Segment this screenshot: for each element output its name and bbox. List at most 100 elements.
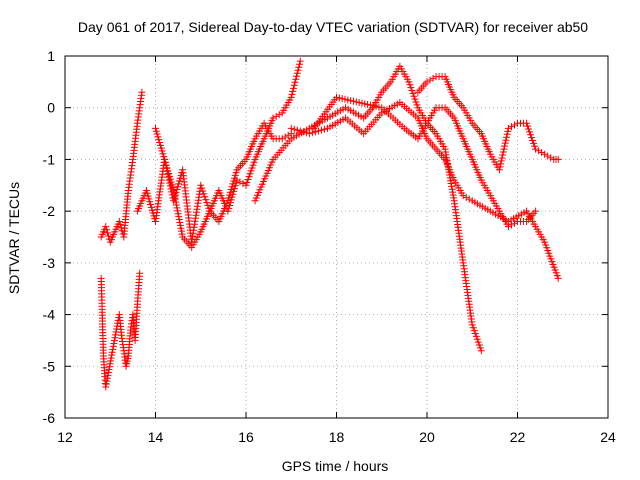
data-point-interp bbox=[105, 366, 113, 374]
data-point-interp bbox=[475, 341, 483, 349]
data-point-interp bbox=[171, 192, 179, 200]
data-point bbox=[138, 88, 146, 96]
data-point-interp bbox=[473, 335, 481, 343]
y-tick-label: -3 bbox=[43, 255, 56, 271]
data-point bbox=[459, 192, 467, 200]
y-tick-label: -1 bbox=[43, 151, 56, 167]
data-point-interp bbox=[295, 63, 303, 71]
data-point-interp bbox=[104, 232, 112, 240]
data-point-interp bbox=[198, 184, 206, 192]
x-tick-label: 14 bbox=[148, 429, 164, 445]
data-point-interp bbox=[293, 72, 301, 80]
data-point-interp bbox=[429, 74, 437, 82]
data-point-interp bbox=[531, 142, 539, 150]
data-point-interp bbox=[178, 227, 186, 235]
data-point-interp bbox=[510, 219, 518, 227]
y-axis-label: SDTVAR / TECUs bbox=[6, 182, 22, 294]
axis-ticks: 12 14 16 18 20 22 24 -6 -5 -4 -3 -2 -1 0 1 bbox=[43, 48, 616, 445]
data-point bbox=[541, 150, 549, 158]
data-point-interp bbox=[246, 170, 254, 178]
data-point-interp bbox=[174, 210, 182, 218]
data-point bbox=[554, 155, 562, 163]
data-point bbox=[242, 181, 250, 189]
x-tick-label: 20 bbox=[419, 429, 435, 445]
y-tick-label: -2 bbox=[43, 203, 56, 219]
data-point-interp bbox=[469, 324, 477, 332]
data-point-interp bbox=[175, 216, 183, 224]
data-point-interp bbox=[448, 182, 456, 190]
data-point-interp bbox=[302, 129, 310, 137]
series-segment-e bbox=[251, 62, 485, 355]
data-point-interp bbox=[502, 136, 510, 144]
data-point bbox=[287, 124, 295, 132]
data-point-interp bbox=[510, 121, 518, 129]
data-point-interp bbox=[442, 148, 450, 156]
data-point-interp bbox=[110, 337, 118, 345]
data-point-interp bbox=[104, 229, 112, 237]
x-tick-label: 18 bbox=[329, 429, 345, 445]
y-tick-label: -5 bbox=[43, 358, 56, 374]
y-tick-label: 1 bbox=[47, 48, 55, 64]
series-segment-h bbox=[414, 73, 562, 174]
data-point bbox=[405, 78, 413, 86]
data-point bbox=[197, 181, 205, 189]
data-point-interp bbox=[290, 84, 298, 92]
data-point-interp bbox=[471, 330, 479, 338]
data-point-interp bbox=[529, 136, 537, 144]
data-point-interp bbox=[503, 130, 511, 138]
data-point-interp bbox=[117, 224, 125, 232]
data-point-interp bbox=[110, 340, 118, 348]
data-point-interp bbox=[501, 139, 509, 147]
x-tick-label: 24 bbox=[600, 429, 616, 445]
data-point-interp bbox=[178, 230, 186, 238]
data-point-interp bbox=[426, 76, 434, 84]
data-point-interp bbox=[103, 377, 111, 385]
chart-title: Day 061 of 2017, Sidereal Day-to-day VTE… bbox=[78, 19, 588, 35]
data-point-interp bbox=[201, 193, 209, 201]
data-point-interp bbox=[109, 342, 117, 350]
data-point bbox=[102, 383, 110, 391]
data-point bbox=[523, 119, 531, 127]
data-point-interp bbox=[447, 180, 455, 188]
data-point-interp bbox=[497, 160, 505, 168]
data-point-interp bbox=[236, 178, 244, 186]
data-point-interp bbox=[448, 185, 456, 193]
data-point-interp bbox=[411, 95, 419, 103]
data-point-interp bbox=[102, 380, 110, 388]
data-point-interp bbox=[530, 139, 538, 147]
data-point-interp bbox=[528, 134, 536, 142]
x-tick-label: 16 bbox=[238, 429, 254, 445]
data-point-interp bbox=[497, 157, 505, 165]
data-point-interp bbox=[314, 127, 322, 135]
data-point-interp bbox=[496, 163, 504, 171]
data-point-interp bbox=[498, 154, 506, 162]
data-point-interp bbox=[111, 331, 119, 339]
data-point-interp bbox=[103, 374, 111, 382]
data-point-interp bbox=[413, 101, 421, 109]
data-point-interp bbox=[412, 98, 420, 106]
data-points bbox=[97, 57, 562, 391]
data-point-interp bbox=[170, 189, 178, 197]
data-point-interp bbox=[524, 122, 532, 130]
data-point-interp bbox=[526, 128, 534, 136]
data-point-interp bbox=[288, 90, 296, 98]
data-point bbox=[102, 223, 110, 231]
y-tick-label: -6 bbox=[43, 410, 56, 426]
y-tick-label: 0 bbox=[47, 100, 55, 116]
data-point-interp bbox=[291, 78, 299, 86]
data-point-interp bbox=[407, 84, 415, 92]
data-point bbox=[287, 93, 295, 101]
data-point-interp bbox=[109, 345, 117, 353]
data-point-interp bbox=[177, 224, 185, 232]
x-tick-label: 22 bbox=[510, 429, 526, 445]
data-point-interp bbox=[503, 133, 511, 141]
data-point-interp bbox=[409, 89, 417, 97]
data-point-interp bbox=[176, 218, 184, 226]
data-point-interp bbox=[174, 207, 182, 215]
data-point-interp bbox=[103, 226, 111, 234]
data-point-interp bbox=[507, 123, 515, 131]
data-point bbox=[532, 207, 540, 215]
data-point-interp bbox=[204, 201, 212, 209]
data-point-interp bbox=[507, 221, 515, 229]
